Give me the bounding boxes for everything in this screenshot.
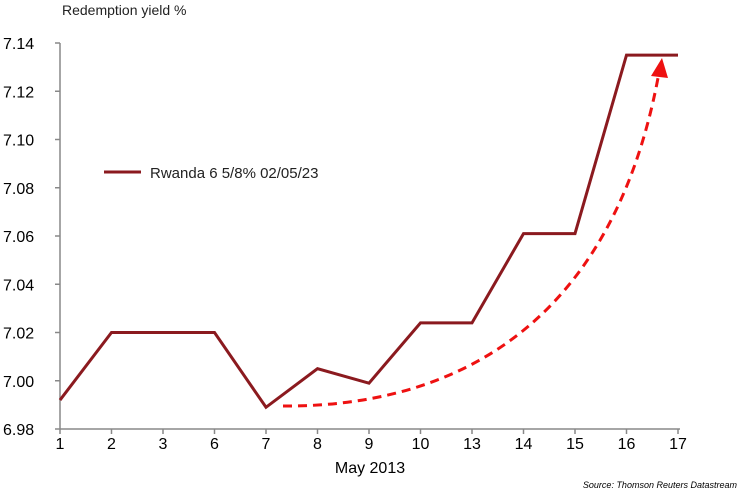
- legend-label: Rwanda 6 5/8% 02/05/23: [150, 165, 318, 182]
- source-note: Source: Thomson Reuters Datastream: [583, 480, 738, 490]
- x-tick-label: 17: [669, 436, 687, 453]
- x-tick-label: 8: [313, 436, 322, 453]
- x-tick-label: 10: [412, 436, 430, 453]
- x-axis-title: May 2013: [335, 460, 405, 477]
- x-tick-label: 16: [618, 436, 636, 453]
- x-tick-label: 13: [463, 436, 481, 453]
- x-tick-label: 1: [56, 436, 65, 453]
- y-tick-label: 7.06: [3, 229, 34, 246]
- x-tick-label: 2: [107, 436, 116, 453]
- y-tick-label: 7.02: [3, 326, 34, 343]
- legend: Rwanda 6 5/8% 02/05/23: [104, 165, 318, 182]
- y-tick-label: 7.14: [3, 36, 34, 53]
- y-tick-label: 7.12: [3, 84, 34, 101]
- x-tick-label: 9: [365, 436, 374, 453]
- x-tick-label: 15: [566, 436, 584, 453]
- trend-arrow-curve: [282, 77, 660, 408]
- y-tick-label: 7.00: [3, 374, 34, 391]
- x-tick-label: 7: [262, 436, 271, 453]
- y-tick-label: 7.04: [3, 277, 34, 294]
- y-tick-label: 6.98: [3, 422, 34, 439]
- y-tick-label: 7.10: [3, 133, 34, 150]
- trend-arrow: [282, 58, 668, 408]
- x-tick-label: 3: [159, 436, 168, 453]
- y-axis-title: Redemption yield %: [62, 2, 187, 18]
- y-tick-label: 7.08: [3, 181, 34, 198]
- x-tick-label: 14: [515, 436, 533, 453]
- x-tick-label: 6: [210, 436, 219, 453]
- series-line-rwanda: [58, 53, 678, 410]
- arrow-head-icon: [651, 58, 668, 78]
